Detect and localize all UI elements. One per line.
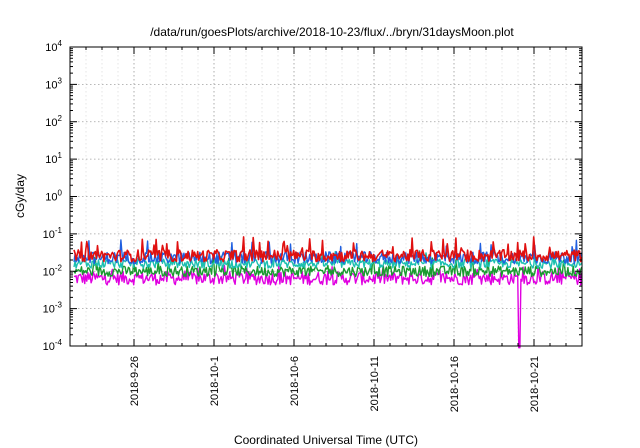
y-tick-label: 10-3 xyxy=(43,301,63,316)
series-line xyxy=(73,264,583,349)
x-axis-label: Coordinated Universal Time (UTC) xyxy=(234,433,418,447)
x-tick-label: 2018-10-1 xyxy=(209,356,221,406)
x-axis: 2018-9-26 2018-10-1 2018-10-6 2018-10-11 201… xyxy=(69,47,583,412)
series-line xyxy=(73,256,583,278)
x-tick-label: 2018-9-26 xyxy=(129,356,141,406)
y-tick-label: 101 xyxy=(45,151,62,166)
y-tick-label: 103 xyxy=(45,76,62,91)
y-tick-label: 104 xyxy=(45,39,62,54)
x-tick-label: 2018-10-21 xyxy=(529,356,541,412)
x-tick-label: 2018-10-6 xyxy=(289,356,301,406)
y-tick-label: 10-1 xyxy=(43,226,63,241)
x-tick-label: 2018-10-16 xyxy=(449,356,461,412)
y-tick-label: 10-2 xyxy=(43,263,63,278)
grid xyxy=(70,47,582,346)
y-tick-label: 102 xyxy=(45,114,62,129)
y-axis: 10-4 10-3 10-2 10-1 100 101 102 103 104 xyxy=(43,39,582,353)
series-line xyxy=(73,236,583,263)
y-tick-label: 100 xyxy=(45,189,62,204)
series-group xyxy=(73,236,583,349)
chart-title: /data/run/goesPlots/archive/2018-10-23/f… xyxy=(150,25,514,39)
x-tick-label: 2018-10-11 xyxy=(369,356,381,411)
y-tick-label: 10-4 xyxy=(43,338,63,353)
y-axis-label: cGy/day xyxy=(13,174,27,218)
